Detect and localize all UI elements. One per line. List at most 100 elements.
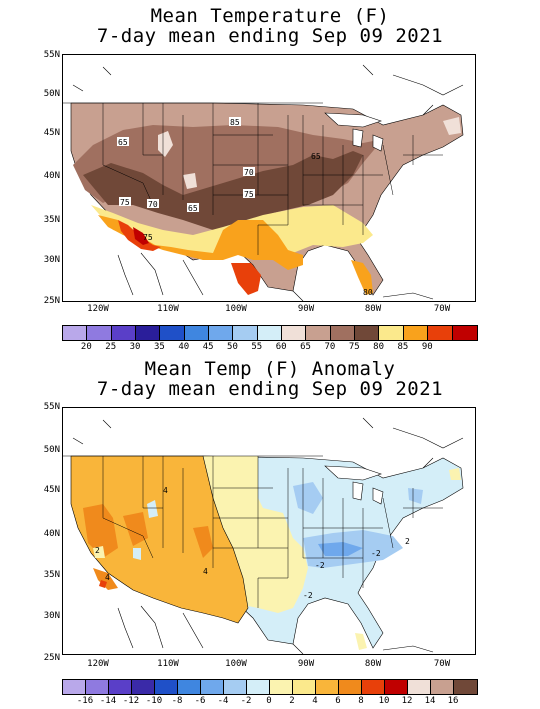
anomaly-6-8-region	[93, 568, 118, 590]
colorbar-swatch	[379, 326, 404, 340]
contour-labels: 65 85 70 75 75 70 65 65 75 80	[117, 117, 373, 297]
colorbar-label: 10	[378, 696, 390, 706]
colorbar-swatch	[431, 680, 454, 694]
colorbar-label: 50	[227, 342, 238, 352]
colorbar-swatch	[428, 326, 453, 340]
contour-label: 4	[105, 573, 110, 582]
anomaly-low-spot	[93, 546, 105, 558]
colorbar-label: 40	[178, 342, 190, 352]
florida-2-4	[355, 633, 367, 650]
colorbar-swatch	[132, 680, 155, 694]
colorbar-label: 45	[202, 342, 214, 352]
colorbar-swatch	[86, 680, 109, 694]
contour-label: 4	[203, 567, 208, 576]
contour-label: 80	[363, 288, 373, 297]
anomaly-8-10-region	[99, 580, 107, 588]
cuba-outline	[382, 645, 434, 653]
map1-lat-label: 45N	[43, 128, 60, 138]
map2-lat-label: 30N	[43, 611, 60, 621]
colorbar-label: 0	[266, 696, 272, 706]
state-boundaries	[102, 456, 443, 608]
colorbar-swatch	[63, 680, 86, 694]
colorbar-label: 90	[421, 342, 433, 352]
mean-temperature-panel: Mean Temperature (F) 7-day mean ending S…	[43, 5, 478, 352]
colorbar-label: -14	[99, 696, 117, 706]
map1-lon-label: 70W	[433, 304, 451, 314]
map1-title-line1: Mean Temperature (F)	[150, 5, 390, 27]
map1-lon-label: 100W	[225, 304, 247, 314]
colorbar-label: 60	[275, 342, 287, 352]
anomaly-6-8-region	[83, 504, 118, 558]
colorbar-swatch	[209, 326, 234, 340]
map1-lat-label: 35N	[43, 215, 60, 225]
cuba-outline	[382, 292, 434, 300]
map2-lat-label: 45N	[43, 485, 60, 495]
colorbar-swatch	[330, 326, 356, 340]
colorbar-swatch	[233, 326, 258, 340]
colorbar-label: -12	[122, 696, 140, 706]
colorbar-label: -16	[76, 696, 94, 706]
cool-spot	[158, 131, 173, 157]
mean-temperature-map: 65 85 70 75 75 70 65 65 75 80	[62, 54, 476, 302]
map1-colorbar	[62, 325, 478, 341]
colorbar-label: 16	[447, 696, 459, 706]
ne-2-4	[449, 468, 461, 480]
florida-80-85	[351, 260, 373, 295]
colorbar-swatch	[454, 680, 477, 694]
colorbar-label: 12	[401, 696, 413, 706]
map2-lat-label: 35N	[43, 570, 60, 580]
colorbar-label: 65	[300, 342, 311, 352]
anomaly-neg2-neg4-region	[293, 482, 323, 514]
map2-colorbar	[62, 679, 478, 695]
contour-label: 2	[95, 546, 100, 555]
colorbar-swatch	[362, 680, 385, 694]
map2-lat-label: 25N	[43, 653, 60, 663]
colorbar-label: -6	[194, 696, 206, 706]
colorbar-swatch	[63, 326, 88, 340]
state-boundaries	[102, 103, 443, 255]
map1-lon-label: 90W	[297, 304, 315, 314]
us-85-90-region	[118, 220, 161, 251]
anomaly-neg2-neg4-region	[408, 488, 423, 504]
colorbar-label: 8	[358, 696, 364, 706]
contour-label: 65	[118, 138, 128, 147]
map2-lon-label: 120W	[87, 659, 109, 669]
anomaly-low-spot	[147, 500, 158, 518]
contour-label: 85	[230, 118, 240, 127]
anomaly-neg4-region	[318, 542, 363, 556]
colorbar-swatch	[293, 680, 316, 694]
colorbar-swatch	[136, 326, 161, 340]
map2-lon-label: 100W	[225, 659, 247, 669]
contour-label: -2	[303, 591, 313, 600]
contour-label: 75	[143, 233, 153, 242]
colorbar-swatch	[257, 326, 283, 340]
colorbar-swatch	[201, 680, 224, 694]
map1-lat-label: 25N	[43, 296, 60, 306]
colorbar-swatch	[87, 326, 112, 340]
us-80-85-region	[98, 215, 303, 270]
contour-label: 75	[120, 198, 130, 207]
colorbar-swatch	[247, 680, 270, 694]
colorbar-swatch	[452, 326, 477, 340]
map1-lat-label: 40N	[43, 171, 60, 181]
map2-lat-label: 55N	[43, 402, 60, 412]
map1-lon-label: 110W	[157, 304, 179, 314]
colorbar-swatch	[355, 326, 380, 340]
colorbar-label: 4	[312, 696, 318, 706]
colorbar-label: 70	[324, 342, 336, 352]
cool-spot	[183, 173, 197, 189]
contour-label: 4	[163, 486, 168, 495]
map1-lat-label: 55N	[43, 50, 60, 60]
contour-label: 65	[188, 204, 198, 213]
map2-title-line1: Mean Temp (F) Anomaly	[144, 358, 396, 380]
great-lakes	[324, 465, 384, 505]
colorbar-swatch	[282, 326, 307, 340]
colorbar-swatch	[403, 326, 429, 340]
colorbar-swatch	[111, 326, 137, 340]
colorbar-label: 85	[397, 342, 409, 352]
map2-lon-label: 90W	[297, 659, 315, 669]
contour-label: 65	[311, 152, 321, 161]
canada-border	[63, 417, 464, 469]
colorbar-swatch	[306, 326, 331, 340]
colorbar-label: 55	[251, 342, 263, 352]
